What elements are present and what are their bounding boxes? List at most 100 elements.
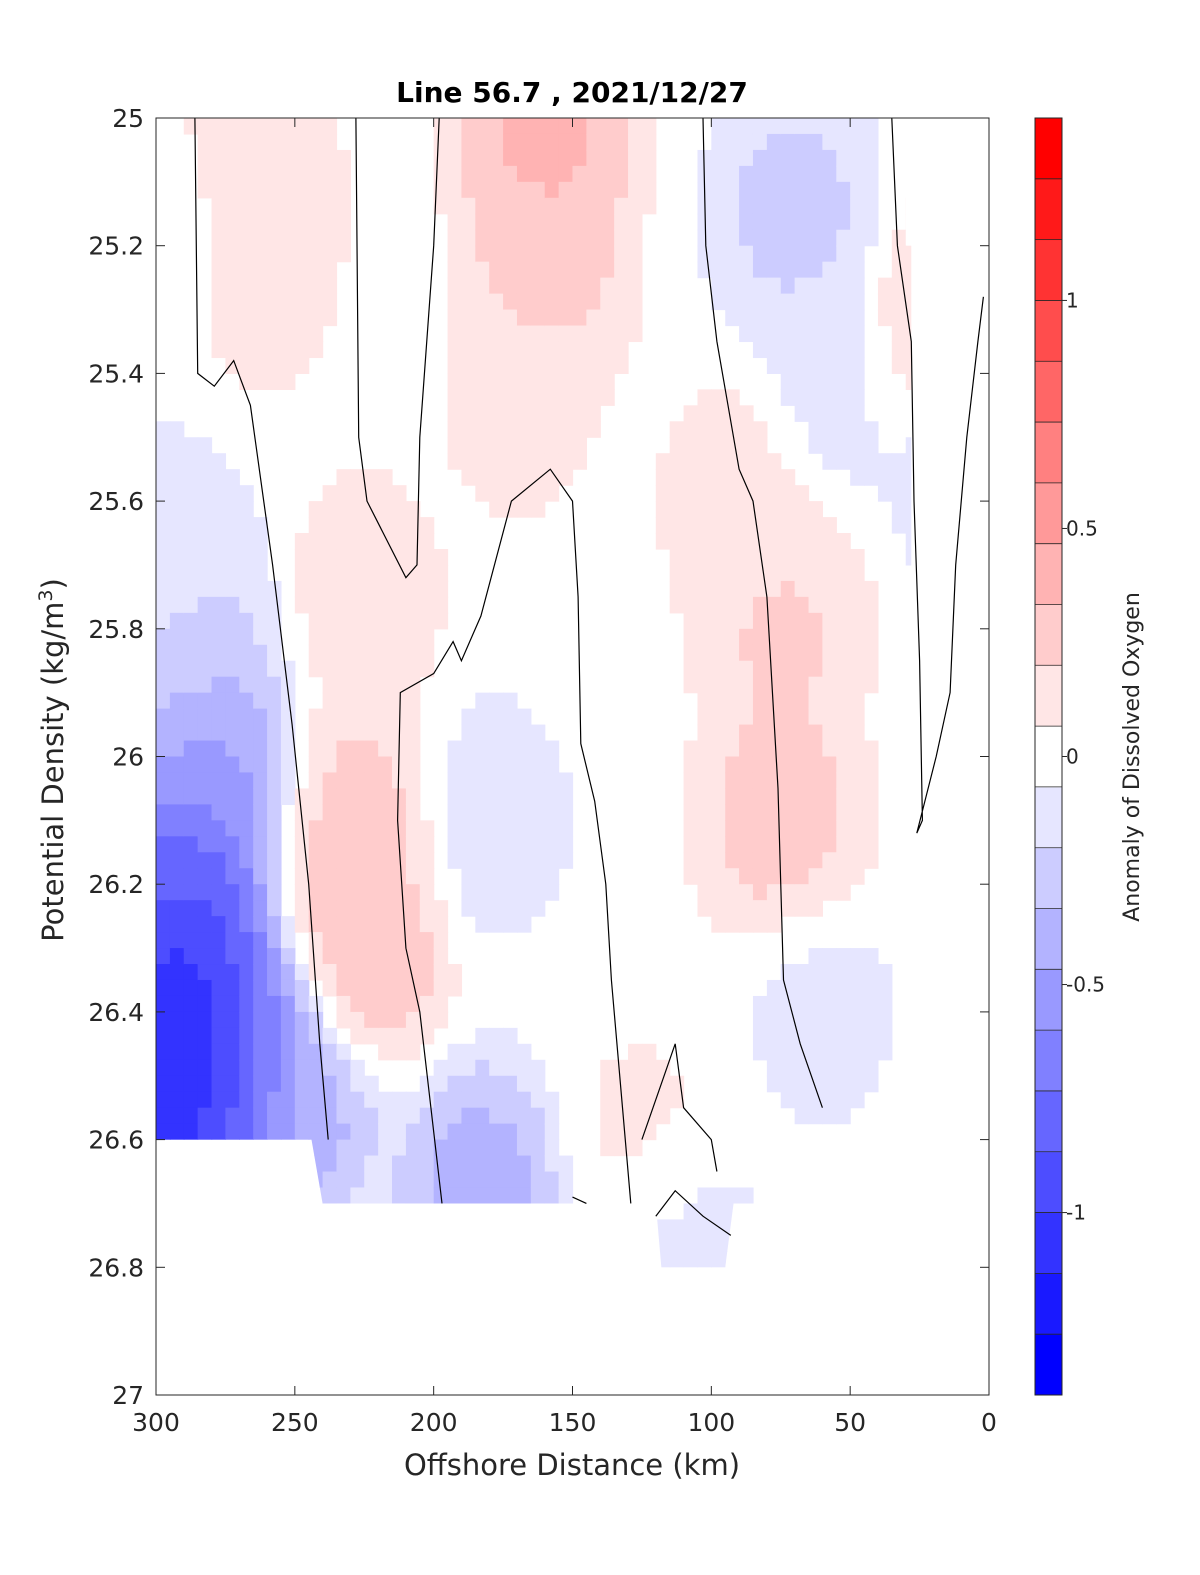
heatmap-cell	[308, 1091, 324, 1109]
heatmap-cell	[725, 852, 740, 869]
heatmap-cell	[822, 979, 837, 997]
heatmap-cell	[711, 149, 726, 167]
heatmap-cell	[600, 181, 615, 199]
heatmap-cell	[600, 309, 615, 327]
heatmap-cell	[808, 804, 823, 821]
heatmap-cell	[503, 740, 518, 758]
heatmap-cell	[294, 995, 310, 1013]
heatmap-cell	[864, 118, 879, 135]
heatmap-cell	[766, 453, 782, 470]
heatmap-cell	[447, 1043, 463, 1061]
heatmap-cell	[503, 501, 518, 518]
heatmap-cell	[697, 708, 712, 726]
heatmap-cell	[711, 708, 726, 726]
heatmap-cell	[836, 421, 851, 438]
heatmap-cell	[558, 133, 574, 151]
heatmap-cell	[530, 373, 546, 390]
heatmap-cell	[169, 884, 185, 901]
heatmap-cell	[239, 341, 254, 359]
heatmap-cell	[364, 868, 379, 885]
heatmap-cell	[572, 373, 587, 390]
heatmap-cell	[253, 660, 268, 678]
heatmap-cell	[836, 245, 851, 263]
heatmap-cell	[836, 548, 851, 566]
heatmap-cell	[503, 884, 518, 901]
heatmap-cell	[725, 596, 740, 614]
heatmap-cell	[836, 118, 851, 135]
heatmap-cell	[711, 756, 726, 774]
heatmap-cell	[780, 533, 796, 550]
heatmap-cell	[725, 469, 740, 486]
heatmap-cell	[614, 245, 629, 263]
heatmap-cell	[183, 740, 199, 758]
heatmap-cell	[280, 149, 296, 167]
heatmap-cell	[308, 261, 324, 279]
heatmap-cell	[544, 405, 560, 422]
heatmap-cell	[850, 341, 865, 359]
heatmap-cell	[433, 1139, 449, 1157]
heatmap-cell	[364, 548, 379, 566]
heatmap-cell	[780, 118, 796, 135]
heatmap-cell	[739, 740, 754, 758]
heatmap-cell	[280, 1075, 296, 1093]
heatmap-cell	[655, 1059, 671, 1077]
heatmap-cell	[600, 1059, 615, 1077]
heatmap-cell	[822, 229, 837, 247]
heatmap-cell	[169, 548, 185, 566]
heatmap-cell	[392, 644, 407, 662]
heatmap-cell	[253, 357, 268, 374]
heatmap-cell	[766, 149, 782, 167]
heatmap-cell	[211, 979, 227, 997]
heatmap-cell	[405, 772, 421, 790]
heatmap-cell	[294, 165, 310, 183]
heatmap-cell	[572, 213, 587, 231]
heatmap-cell	[280, 979, 296, 997]
heatmap-cell	[558, 820, 574, 837]
heatmap-cell	[183, 1075, 199, 1093]
heatmap-cell	[794, 596, 810, 614]
heatmap-cell	[419, 932, 435, 949]
heatmap-cell	[405, 564, 421, 582]
heatmap-cell	[336, 612, 351, 630]
heatmap-cell	[475, 692, 490, 710]
heatmap-cell	[586, 309, 601, 327]
heatmap-cell	[322, 596, 338, 614]
heatmap-cell	[516, 405, 532, 422]
heatmap-cell	[572, 309, 587, 327]
heatmap-cell	[530, 325, 546, 343]
heatmap-cell	[461, 133, 476, 151]
heatmap-cell	[794, 612, 810, 630]
heatmap-cell	[475, 341, 490, 359]
heatmap-cell	[392, 1091, 407, 1109]
heatmap-cell	[364, 756, 379, 774]
heatmap-cell	[808, 1107, 823, 1125]
heatmap-cell	[530, 1139, 546, 1157]
heatmap-cell	[308, 325, 324, 343]
heatmap-cell	[253, 580, 268, 598]
heatmap-cell	[822, 245, 837, 263]
heatmap-cell	[739, 533, 754, 550]
heatmap-cell	[530, 756, 546, 774]
heatmap-cell	[544, 756, 560, 774]
heatmap-cell	[280, 772, 296, 790]
heatmap-cell	[808, 868, 823, 885]
heatmap-cell	[530, 357, 546, 374]
heatmap-cell	[586, 197, 601, 215]
heatmap-cell	[558, 197, 574, 215]
heatmap-cell	[308, 628, 324, 646]
heatmap-cell	[794, 1011, 810, 1029]
colorbar-band	[1035, 1334, 1062, 1396]
heatmap-cell	[294, 357, 310, 374]
heatmap-cell	[794, 245, 810, 263]
heatmap-cell	[336, 868, 351, 885]
heatmap-cell	[780, 900, 796, 917]
heatmap-cell	[447, 389, 463, 406]
heatmap-cell	[364, 1107, 379, 1125]
heatmap-cell	[822, 804, 837, 821]
heatmap-cell	[350, 469, 365, 486]
heatmap-cell	[586, 421, 601, 438]
heatmap-cell	[419, 612, 435, 630]
heatmap-cell	[350, 548, 365, 566]
heatmap-cell	[864, 1059, 879, 1077]
heatmap-cell	[836, 1011, 851, 1029]
